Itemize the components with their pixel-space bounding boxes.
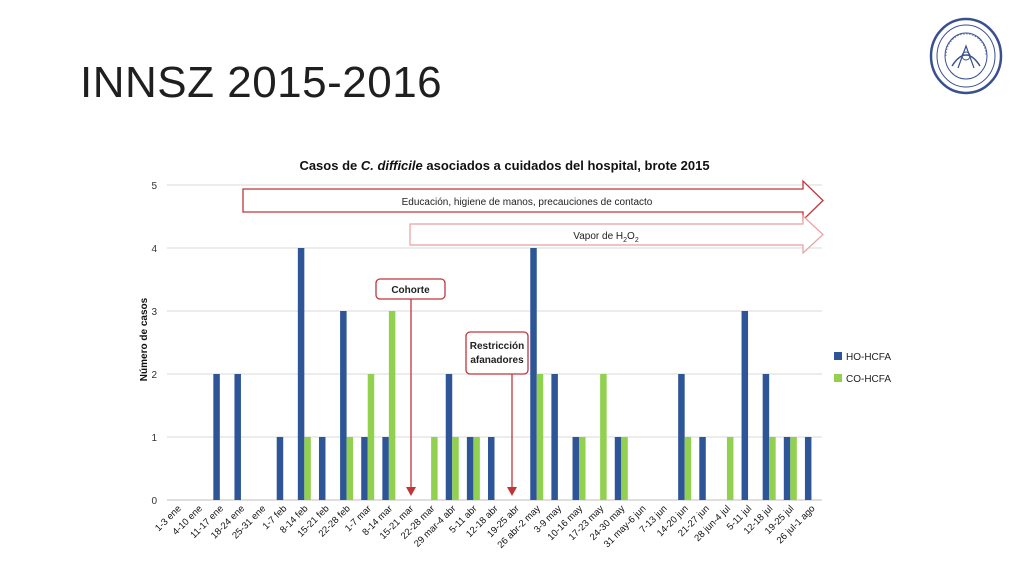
- bar-ho-hcfa: [614, 437, 622, 500]
- bar-co-hcfa: [790, 437, 797, 500]
- bar-ho-hcfa: [297, 248, 305, 500]
- bar-co-hcfa: [452, 437, 459, 500]
- bar-ho-hcfa: [340, 311, 347, 500]
- chart-title-part: asociados a cuidados del hospital, brote…: [423, 158, 710, 173]
- bar-co-hcfa: [388, 311, 396, 500]
- bar-ho-hcfa: [699, 437, 706, 500]
- bar-co-hcfa: [600, 374, 607, 500]
- restriction-callout-label-line1: Restricción: [470, 341, 524, 352]
- institution-seal-logo: [929, 17, 1003, 95]
- legend-swatch: [834, 374, 842, 382]
- y-tick-label: 4: [151, 244, 157, 255]
- bar-ho-hcfa: [445, 374, 453, 500]
- chart-title: Casos de C. difficile asociados a cuidad…: [299, 158, 709, 173]
- legend-swatch: [834, 352, 842, 360]
- y-tick-label: 1: [151, 433, 157, 444]
- bar-ho-hcfa: [488, 437, 495, 500]
- bar-co-hcfa: [579, 437, 586, 500]
- bar-ho-hcfa: [551, 374, 558, 500]
- y-tick-label: 5: [151, 181, 157, 192]
- y-tick-label: 0: [151, 496, 157, 507]
- bar-co-hcfa: [473, 437, 480, 500]
- bar-ho-hcfa: [361, 437, 368, 500]
- steam-label-part: O: [627, 231, 635, 242]
- bar-ho-hcfa: [572, 437, 580, 500]
- legend-label: HO-HCFA: [846, 352, 891, 363]
- bar-ho-hcfa: [762, 374, 770, 500]
- y-tick-label: 3: [151, 307, 157, 318]
- intervention-arrow-hygiene-label: Educación, higiene de manos, precaucione…: [402, 197, 653, 208]
- bar-ho-hcfa: [318, 437, 326, 500]
- bar-ho-hcfa: [382, 437, 389, 500]
- bar-ho-hcfa: [276, 437, 284, 500]
- bar-ho-hcfa: [783, 437, 791, 500]
- bar-co-hcfa: [367, 374, 375, 500]
- restriction-arrow-head: [507, 487, 517, 496]
- steam-label-part: Vapor de H: [573, 231, 623, 242]
- restriction-callout-box: [465, 331, 529, 375]
- intervention-arrow-steam-label: Vapor de H2O2: [573, 231, 639, 244]
- bar-ho-hcfa: [741, 311, 749, 500]
- y-axis-label: Número de casos: [139, 297, 150, 381]
- chart-title-part: C. difficile: [361, 158, 423, 173]
- bar-co-hcfa: [346, 437, 354, 500]
- bar-co-hcfa: [769, 437, 776, 500]
- bar-ho-hcfa: [213, 374, 220, 500]
- steam-label-sub: 2: [623, 237, 627, 244]
- bar-co-hcfa: [536, 374, 544, 500]
- bar-ho-hcfa: [234, 374, 241, 500]
- bar-co-hcfa: [431, 437, 438, 500]
- bar-ho-hcfa: [678, 374, 685, 500]
- slide-title: INNSZ 2015-2016: [80, 58, 443, 107]
- restriction-callout-label-line2: afanadores: [470, 355, 524, 366]
- cohorte-arrow-head: [406, 487, 416, 496]
- bar-co-hcfa: [304, 437, 311, 500]
- cohorte-callout-label: Cohorte: [391, 285, 430, 296]
- y-tick-label: 2: [151, 370, 157, 381]
- steam-label-sub: 2: [635, 237, 639, 244]
- bar-co-hcfa: [621, 437, 628, 500]
- bar-ho-hcfa: [530, 248, 537, 500]
- bar-co-hcfa: [726, 437, 734, 500]
- bar-ho-hcfa: [466, 437, 474, 500]
- bar-ho-hcfa: [804, 437, 812, 500]
- chart-title-part: Casos de: [299, 158, 360, 173]
- intervention-arrow-steam: [409, 214, 824, 255]
- intervention-arrow-hygiene: [242, 179, 824, 222]
- legend-label: CO-HCFA: [846, 374, 891, 385]
- bar-co-hcfa: [684, 437, 692, 500]
